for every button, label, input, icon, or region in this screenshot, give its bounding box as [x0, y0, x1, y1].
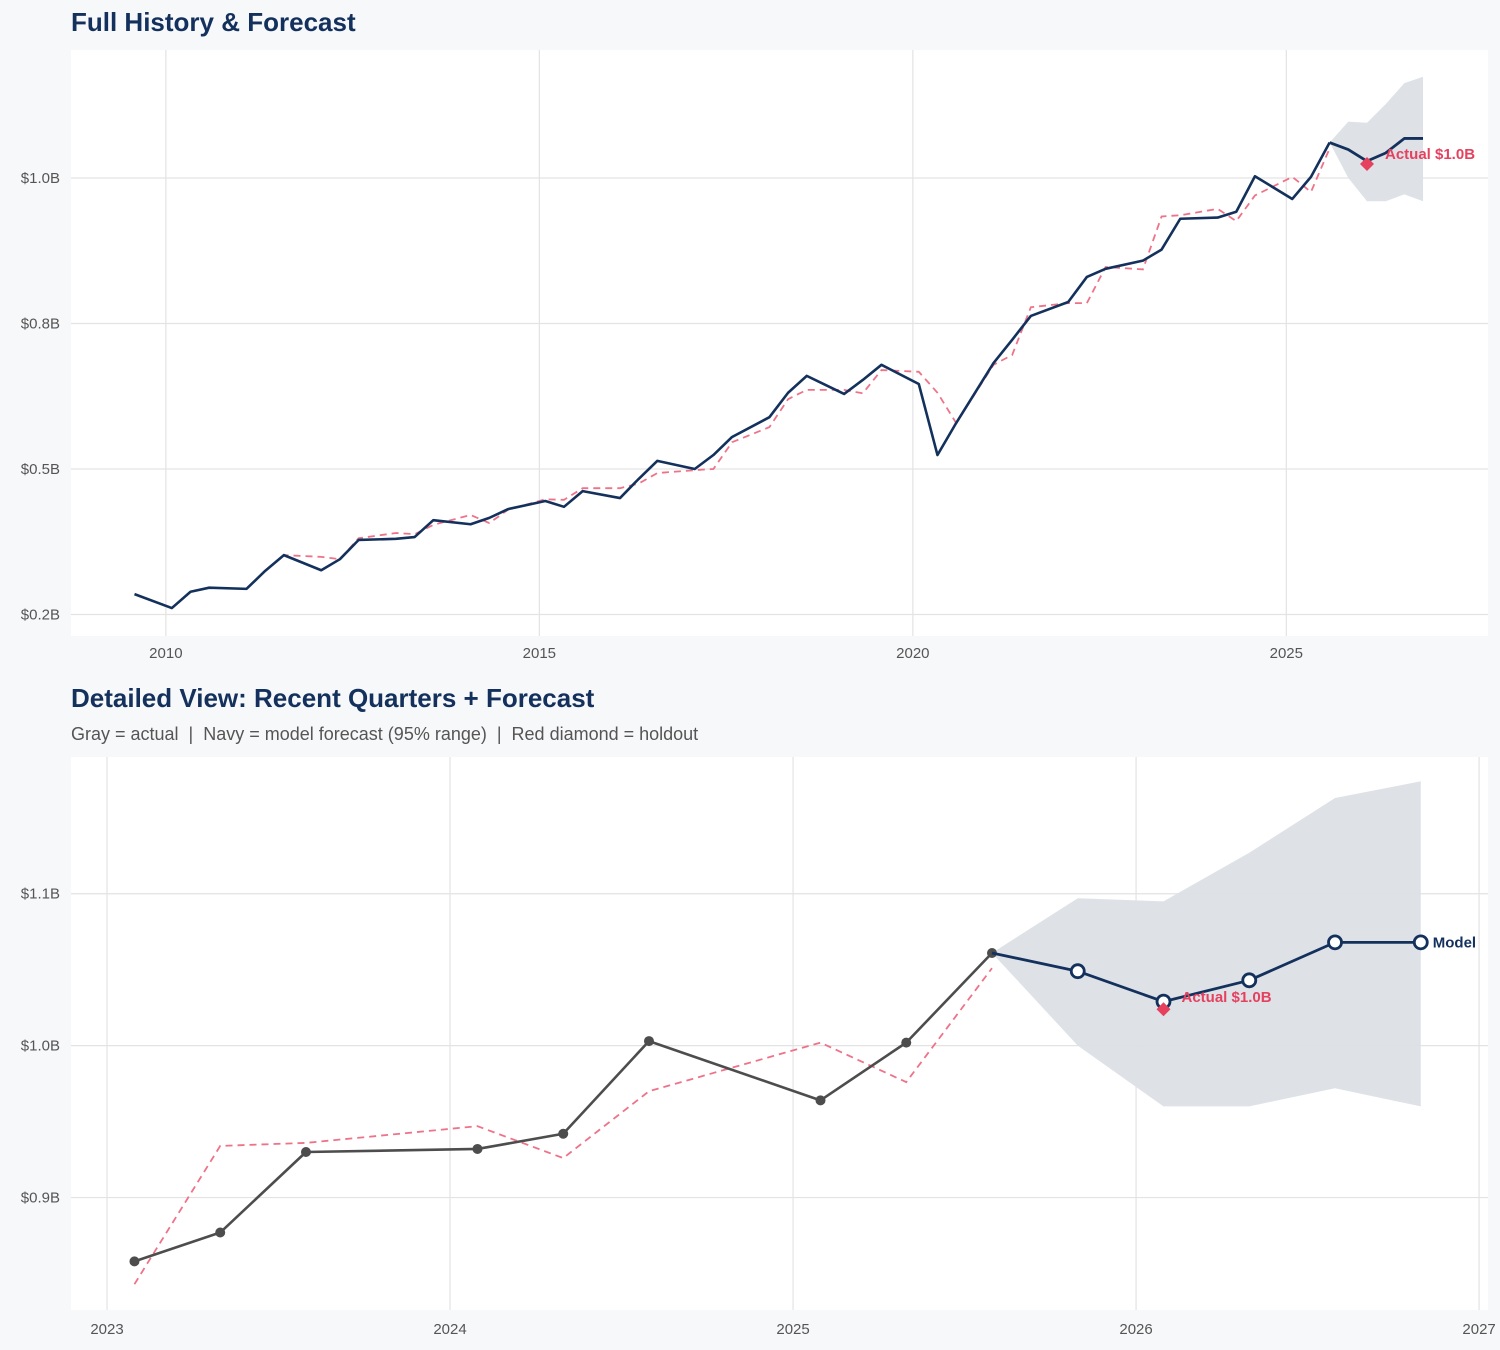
forecast-point — [1412, 934, 1429, 951]
x-tick-label: 2025 — [776, 1321, 809, 1338]
actual-line — [134, 141, 1331, 610]
forecast-point — [1069, 963, 1086, 980]
full-history-chart: 2010 2015 2020 2025 $0.2B $0.5B $0.8B $1.0B Actu… — [21, 50, 1488, 662]
detailed-view-chart: 2023 2024 2025 2026 2027 $0.9B $1.0B $1.1B Model… — [21, 757, 1496, 1338]
top-chart-title: Full History & Forecast — [71, 7, 356, 37]
x-tick-label: 2027 — [1462, 1321, 1495, 1338]
forecast-point — [1241, 972, 1258, 989]
bottom-chart-title: Detailed View: Recent Quarters + Forecas… — [71, 683, 595, 713]
y-tick-label: $0.5B — [21, 461, 60, 478]
y-tick-label: $1.0B — [21, 170, 60, 187]
x-tick-label: 2026 — [1119, 1321, 1152, 1338]
forecast-point — [1327, 934, 1343, 951]
actual-point — [815, 1095, 826, 1106]
x-tick-label: 2024 — [433, 1321, 466, 1338]
forecast-line — [1329, 137, 1424, 163]
x-tick-label: 2023 — [90, 1321, 123, 1338]
x-tick-label: 2015 — [523, 645, 556, 662]
holdout-label: Actual $1.0B — [1182, 989, 1272, 1006]
holdout-diamond — [1156, 1002, 1171, 1017]
actual-point — [129, 1256, 140, 1267]
actual-point — [643, 1036, 654, 1047]
actual-point — [901, 1037, 912, 1048]
actual-point — [558, 1128, 569, 1139]
y-tick-label: $0.8B — [21, 316, 60, 333]
plot-area — [71, 50, 1488, 636]
model-label: Model — [1433, 934, 1476, 951]
y-tick-label: $0.9B — [21, 1190, 60, 1207]
holdout-diamond — [1359, 157, 1374, 172]
x-tick-label: 2010 — [149, 645, 182, 662]
forecast-95-range-band — [1329, 76, 1424, 202]
x-tick-label: 2025 — [1270, 645, 1303, 662]
actual-point — [472, 1143, 483, 1154]
forecast-line — [991, 940, 1421, 1003]
forecast-95-range-band — [991, 781, 1421, 1107]
bottom-chart-subtitle: Gray = actual | Navy = model forecast (9… — [71, 724, 698, 744]
holdout-label: Actual $1.0B — [1385, 146, 1475, 163]
x-tick-label: 2020 — [896, 645, 929, 662]
y-tick-label: $0.2B — [21, 606, 60, 623]
actual-point — [300, 1147, 311, 1157]
y-tick-label: $1.1B — [21, 886, 60, 903]
y-tick-label: $1.0B — [21, 1038, 60, 1055]
actual-point — [215, 1227, 226, 1238]
